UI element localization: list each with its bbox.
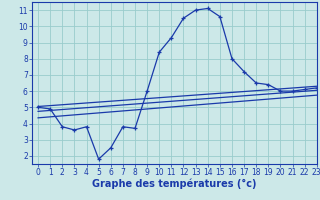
- X-axis label: Graphe des températures (°c): Graphe des températures (°c): [92, 179, 257, 189]
